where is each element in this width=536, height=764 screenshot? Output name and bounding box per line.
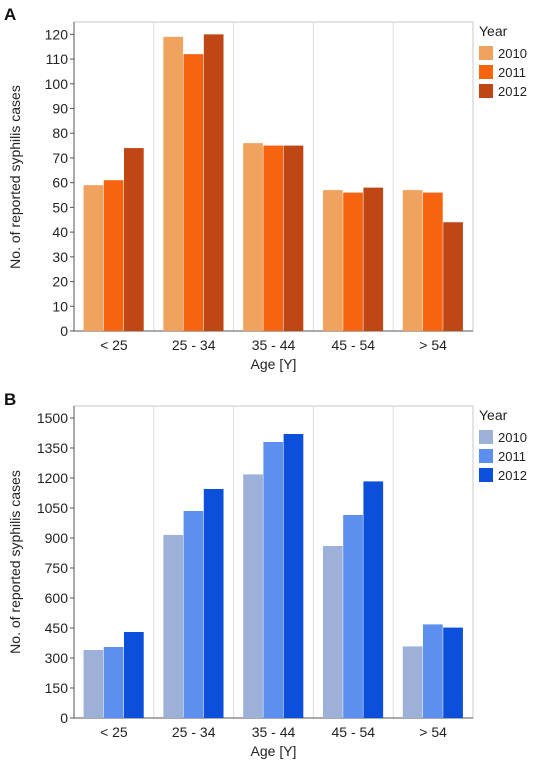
bar bbox=[83, 650, 104, 718]
y-tick-label: 0 bbox=[60, 710, 68, 726]
y-tick-label: 80 bbox=[52, 125, 68, 141]
legend: Year 2010 2011 2012 bbox=[479, 23, 527, 99]
bar bbox=[422, 624, 443, 718]
y-tick-label: 1200 bbox=[37, 470, 68, 486]
x-axis-title: Age [Y] bbox=[251, 356, 297, 372]
legend-label: 2010 bbox=[498, 46, 527, 61]
y-tick-label: 1350 bbox=[37, 440, 68, 456]
legend-label: 2010 bbox=[498, 430, 527, 445]
legend-swatch bbox=[479, 468, 493, 482]
legend-label: 2012 bbox=[498, 84, 527, 99]
bar bbox=[243, 474, 263, 718]
x-tick-label: 45 - 54 bbox=[332, 724, 376, 740]
x-tick-label: > 54 bbox=[419, 337, 447, 353]
bar bbox=[422, 192, 443, 331]
y-tick-label: 450 bbox=[45, 620, 69, 636]
bar bbox=[443, 222, 463, 331]
bar bbox=[263, 442, 284, 718]
y-tick-label: 600 bbox=[45, 590, 69, 606]
bar bbox=[322, 190, 343, 331]
y-tick-label: 0 bbox=[60, 323, 68, 339]
y-tick-label: 120 bbox=[45, 26, 69, 42]
panel-label: B bbox=[4, 390, 16, 409]
legend-label: 2011 bbox=[498, 65, 526, 80]
bar bbox=[203, 489, 224, 718]
bar bbox=[203, 34, 224, 332]
chart-panel-a: A 0 10 20 30 40 50 60 70 80 90 100 110 120 < 25 25 - 34… bbox=[4, 5, 527, 372]
legend-title: Year bbox=[479, 407, 508, 423]
bar bbox=[263, 145, 284, 331]
y-tick-label: 70 bbox=[52, 150, 68, 166]
y-tick-label: 100 bbox=[45, 76, 69, 92]
legend-swatch bbox=[479, 449, 493, 463]
bar bbox=[283, 145, 304, 331]
bar bbox=[343, 515, 363, 718]
x-tick-label: 35 - 44 bbox=[252, 337, 296, 353]
y-tick-label: 50 bbox=[52, 199, 68, 215]
y-tick-label: 40 bbox=[52, 224, 68, 240]
y-tick-label: 110 bbox=[46, 51, 69, 67]
bar bbox=[83, 185, 104, 331]
x-tick-label: 35 - 44 bbox=[252, 724, 296, 740]
y-tick-label: 20 bbox=[52, 274, 68, 290]
y-tick-label: 30 bbox=[52, 249, 68, 265]
bar bbox=[183, 54, 204, 332]
x-tick-label: 25 - 34 bbox=[172, 724, 216, 740]
y-axis-title: No. of reported syphilis cases bbox=[7, 470, 23, 654]
legend-label: 2011 bbox=[498, 449, 526, 464]
y-tick-label: 90 bbox=[52, 101, 68, 117]
bar bbox=[402, 646, 423, 718]
bar bbox=[443, 627, 463, 718]
y-tick-label: 1500 bbox=[37, 410, 68, 426]
y-tick-label: 900 bbox=[45, 530, 69, 546]
bar bbox=[103, 647, 124, 718]
x-tick-label: 25 - 34 bbox=[172, 337, 216, 353]
y-tick-label: 150 bbox=[45, 680, 69, 696]
bar bbox=[402, 190, 423, 331]
bar bbox=[343, 192, 363, 331]
bar bbox=[243, 143, 263, 331]
y-tick-label: 1050 bbox=[37, 500, 68, 516]
legend-title: Year bbox=[479, 23, 508, 39]
y-tick-label: 750 bbox=[45, 560, 69, 576]
legend-swatch bbox=[479, 65, 493, 79]
y-tick-label: 60 bbox=[52, 175, 68, 191]
y-axis-title: No. of reported syphilis cases bbox=[7, 85, 23, 269]
legend: Year 2010 2011 2012 bbox=[479, 407, 527, 483]
legend-swatch bbox=[479, 84, 493, 98]
legend-swatch bbox=[479, 46, 493, 60]
bar bbox=[363, 187, 384, 331]
legend-swatch bbox=[479, 430, 493, 444]
bar bbox=[163, 36, 184, 331]
x-tick-label: < 25 bbox=[100, 337, 128, 353]
y-tick-label: 10 bbox=[52, 298, 68, 314]
legend-label: 2012 bbox=[498, 468, 527, 483]
chart-panel-b: B 0 150 300 450 600 750 900 1050 1200 1350 1500 < 25… bbox=[4, 390, 527, 759]
bar bbox=[283, 434, 304, 718]
bar bbox=[322, 546, 343, 718]
panel-label: A bbox=[4, 5, 16, 24]
x-tick-label: > 54 bbox=[419, 724, 447, 740]
y-tick-label: 300 bbox=[45, 650, 69, 666]
x-axis-title: Age [Y] bbox=[251, 743, 297, 759]
x-tick-label: < 25 bbox=[100, 724, 128, 740]
bar bbox=[163, 535, 184, 718]
x-tick-label: 45 - 54 bbox=[332, 337, 376, 353]
bar bbox=[363, 481, 384, 718]
bar bbox=[124, 148, 144, 331]
bar bbox=[124, 632, 144, 718]
bar bbox=[183, 511, 204, 718]
bar bbox=[103, 180, 124, 331]
